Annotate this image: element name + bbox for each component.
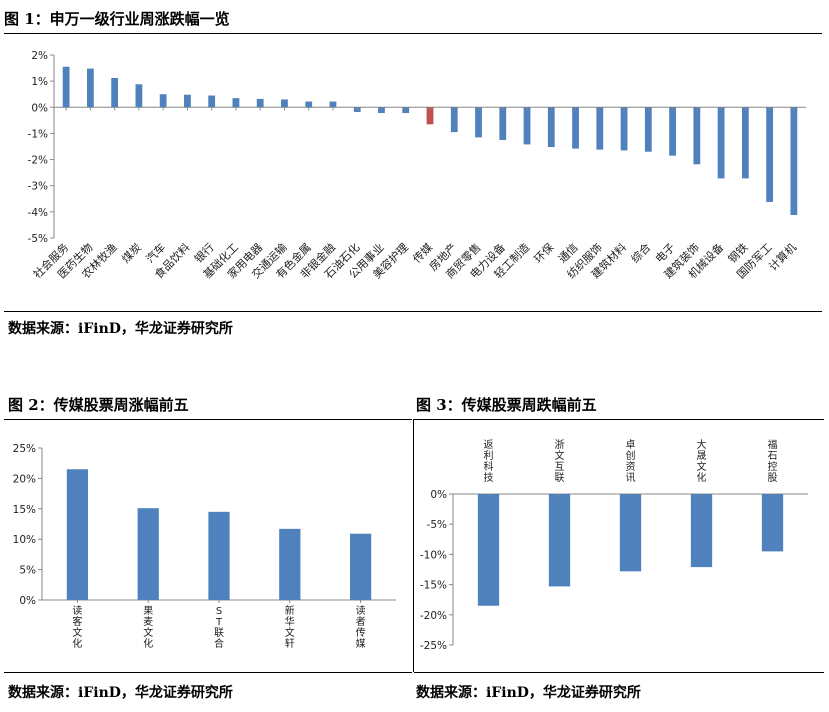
fig3-y-tick-label: 0% [430, 489, 447, 501]
fig1-y-tick-label: 2% [31, 50, 48, 62]
fig1-bar [547, 107, 555, 148]
fig1-bar [305, 101, 313, 108]
fig3-category-label: 浙文互联 [555, 439, 565, 484]
fig1-bar [135, 84, 143, 108]
fig1-y-tick-label: 0% [31, 102, 48, 114]
fig2-y-tick-label: 0% [19, 595, 36, 607]
fig1-bar [86, 68, 94, 108]
fig1-bar [475, 107, 482, 138]
fig1-y-tick-label: -4% [28, 207, 48, 219]
fig3-bar [548, 494, 571, 587]
fig3-y-tick-label: -15% [420, 580, 447, 592]
fig1-bar [766, 107, 774, 202]
fig3-category-label: 大晟文化 [697, 438, 707, 484]
fig1-bar [499, 107, 507, 140]
fig1-bar [741, 107, 749, 179]
fig2-y-tick-label: 25% [13, 443, 36, 455]
fig1-bar [572, 107, 579, 149]
fig2-bottom-rule [4, 672, 412, 673]
fig3-bar [690, 494, 713, 568]
fig1-title-rule [4, 33, 822, 34]
fig2-bar [279, 528, 301, 600]
fig3-left-rule [413, 419, 414, 672]
fig1-bar [620, 107, 628, 151]
fig1-category-label: 计算机 [766, 240, 799, 273]
fig1-y-tick-label: -2% [28, 155, 48, 167]
fig3-category-label: 福石控股 [768, 438, 778, 484]
fig2-bar [66, 469, 89, 600]
fig3-bar [477, 494, 500, 606]
fig1-bar [281, 99, 288, 108]
fig1-bottom-rule [4, 311, 822, 312]
fig2-category-label: 果麦文化 [143, 605, 153, 650]
fig3-y-tick-label: -20% [420, 610, 447, 622]
fig1-y-tick-label: 1% [31, 76, 48, 88]
fig1-y-tick-label: -3% [28, 181, 48, 193]
fig3-title: 图 3：传媒股票周跌幅前五 [416, 396, 597, 414]
fig1-bar [790, 107, 798, 215]
fig1-bar [523, 107, 531, 145]
fig3-bottom-rule [414, 672, 824, 673]
fig2-y-tick-label: 15% [13, 504, 36, 516]
fig1-bar [450, 107, 458, 133]
fig3-title-rule [414, 419, 824, 420]
fig2-y-tick-label: 10% [13, 534, 36, 546]
fig3-category-label: 返利科技 [484, 439, 494, 484]
fig3-source: 数据来源：iFinD，华龙证券研究所 [416, 685, 641, 701]
fig2-category-label: S T 联合 [214, 606, 224, 650]
fig1-source: 数据来源：iFinD，华龙证券研究所 [8, 321, 233, 337]
fig2-source: 数据来源：iFinD，华龙证券研究所 [8, 685, 233, 701]
fig2-title: 图 2：传媒股票周涨幅前五 [8, 396, 189, 414]
fig3-category-label: 卓创资讯 [626, 439, 636, 484]
fig2-bar [137, 508, 159, 600]
fig1-bar [669, 107, 676, 156]
fig2-category-label: 新华文轩 [285, 604, 295, 650]
fig2-category-label: 读客文化 [72, 604, 82, 650]
fig3-bar [761, 494, 784, 552]
fig1-y-tick-label: -5% [28, 233, 48, 245]
fig1-bar [111, 78, 119, 108]
fig1-category-label: 煤炭 [119, 241, 144, 266]
fig2-bar [349, 533, 372, 600]
fig2-category-label: 读者传媒 [356, 604, 366, 650]
fig1-bar [644, 107, 652, 152]
fig2-title-rule [4, 419, 412, 420]
fig2-bar [208, 511, 230, 600]
fig1-bar [184, 94, 191, 108]
fig3-y-tick-label: -10% [420, 549, 447, 561]
fig1-bar [329, 101, 337, 108]
fig3-bar [619, 494, 642, 572]
fig2-y-tick-label: 5% [19, 565, 36, 577]
fig1-bar [256, 98, 264, 108]
fig2-y-tick-label: 20% [13, 473, 36, 485]
fig1-bar [62, 66, 70, 108]
fig1-category-label: 综合 [628, 240, 653, 265]
fig1-y-tick-label: -1% [28, 128, 48, 140]
fig3-y-tick-label: -25% [420, 640, 447, 652]
fig1-bar [596, 107, 604, 150]
fig1-title: 图 1：申万一级行业周涨跌幅一览 [4, 10, 230, 28]
fig3-y-tick-label: -5% [427, 519, 447, 531]
fig1-bar [232, 98, 240, 108]
fig1-bar [717, 107, 725, 179]
fig1-bar [159, 94, 167, 108]
fig1-bar [208, 95, 216, 108]
fig1-bar [693, 107, 701, 165]
fig1-category-label: 环保 [531, 240, 556, 265]
fig1-bar [426, 107, 434, 125]
